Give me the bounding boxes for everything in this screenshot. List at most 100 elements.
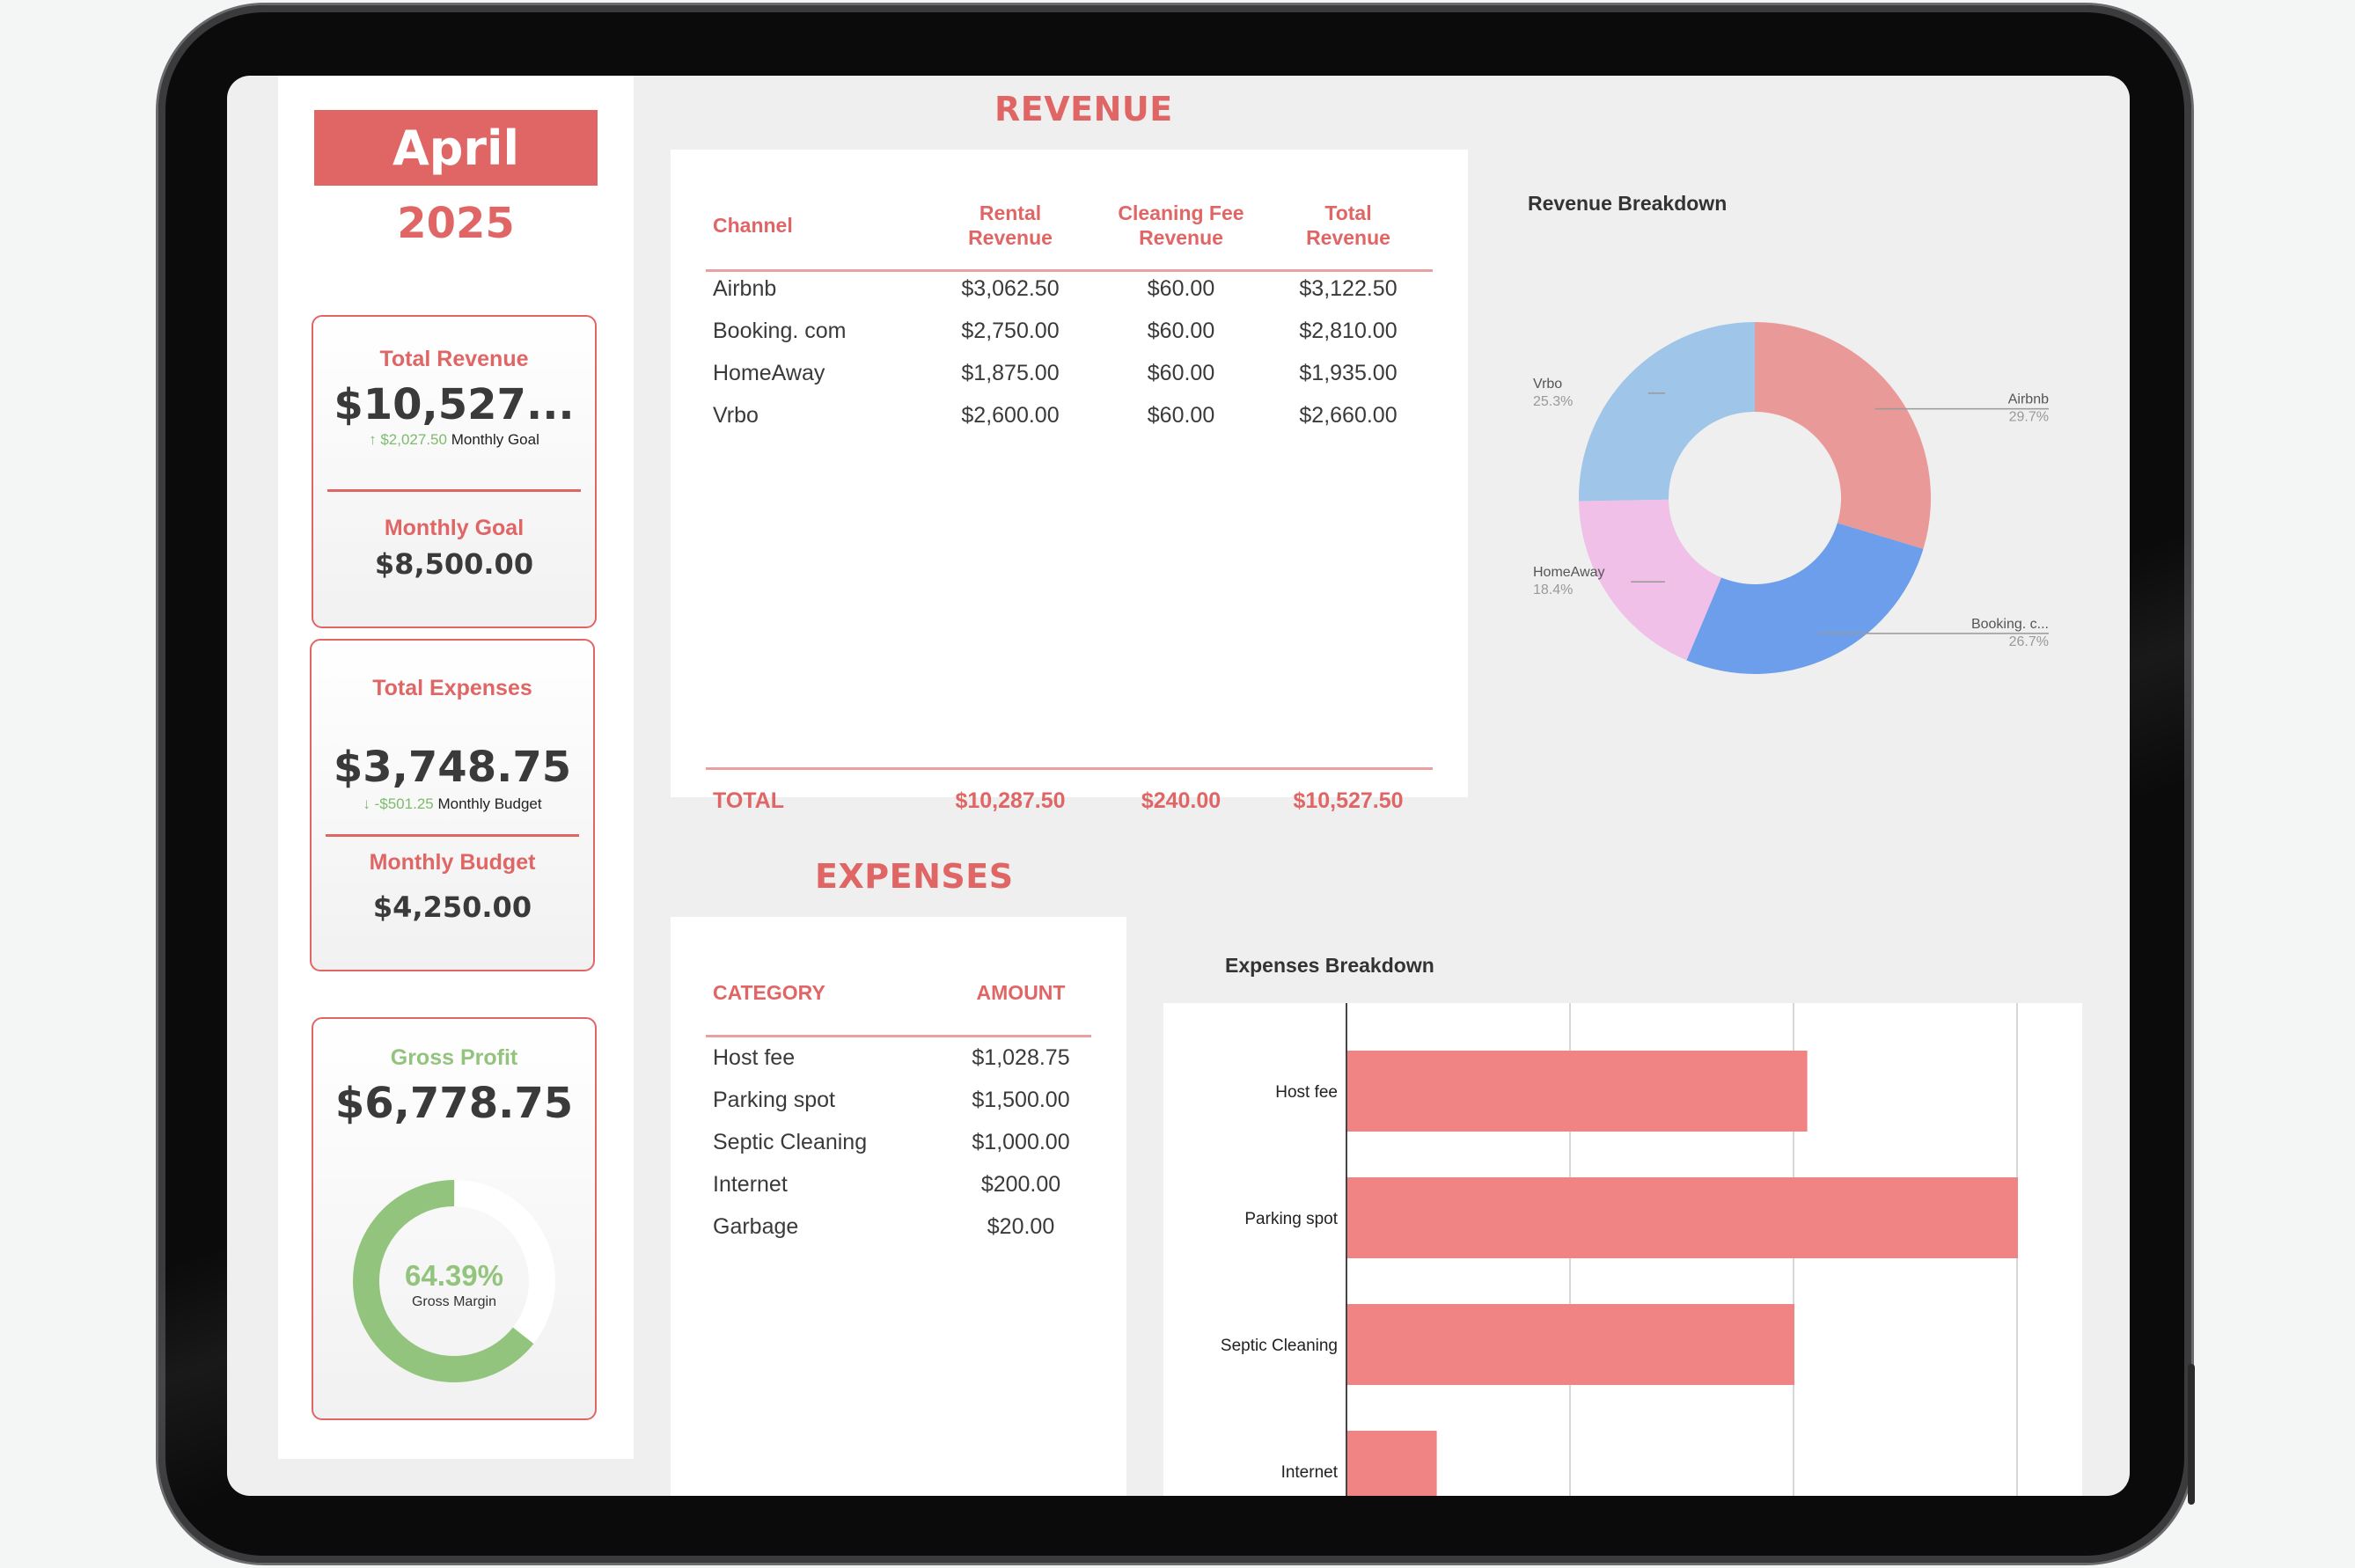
donut-percent: 26.7% xyxy=(2009,634,2049,649)
col-channel-header: Channel xyxy=(713,214,793,237)
row-total: $1,935.00 xyxy=(1299,361,1398,385)
expenses-card: Total Expenses $3,748.75 ↓ -$501.25 Mont… xyxy=(310,639,595,971)
monthly-budget-value: $4,250.00 xyxy=(372,890,532,924)
gross-profit-label: Gross Profit xyxy=(390,1045,518,1070)
row-amount: $200.00 xyxy=(980,1172,1061,1197)
col-total-header: Total Revenue xyxy=(1269,201,1427,250)
total-revenue-delta: ↑ $2,027.50 Monthly Goal xyxy=(313,431,595,449)
row-category: Garbage xyxy=(713,1214,799,1239)
total-expenses-delta-value: ↓ -$501.25 xyxy=(363,795,434,812)
col-total-header-line2: Revenue xyxy=(1306,226,1390,249)
row-amount: $1,500.00 xyxy=(972,1088,1070,1112)
bar-category-label: Host fee xyxy=(1275,1083,1338,1102)
revenue-chart-title: Revenue Breakdown xyxy=(1528,192,1728,215)
gross-profit-card: Gross Profit $6,778.75 64.39% Gross Marg… xyxy=(312,1017,597,1420)
col-cleaning-header-line2: Revenue xyxy=(1139,226,1223,249)
row-channel: Vrbo xyxy=(713,403,759,428)
row-cleaning: $60.00 xyxy=(1147,319,1215,343)
row-cleaning: $60.00 xyxy=(1147,403,1215,428)
expense-bar xyxy=(1347,1051,1808,1132)
total-cleaning: $240.00 xyxy=(1141,788,1222,813)
total-revenue-value: $10,527... xyxy=(334,380,575,429)
donut-percent: 29.7% xyxy=(2009,410,2049,425)
total-expenses-delta: ↓ -$501.25 Monthly Budget xyxy=(312,795,593,813)
row-channel: Booking. com xyxy=(713,319,847,343)
summary-panel: April 2025 Total Revenue $10,527... ↑ $2… xyxy=(278,76,634,1459)
total-revenue-label: Total Revenue xyxy=(379,347,529,371)
donut-slice-0 xyxy=(1755,322,1931,549)
row-cleaning: $60.00 xyxy=(1147,361,1215,385)
monthly-budget-label: Monthly Budget xyxy=(369,850,536,875)
col-rental-header-line2: Revenue xyxy=(968,226,1053,249)
total-revenue-delta-value: ↑ $2,027.50 xyxy=(369,431,447,448)
revenue-table-panel: Channel Rental Revenue Cleaning Fee Reve… xyxy=(671,150,1468,813)
total-expenses-delta-note: Monthly Budget xyxy=(437,795,542,812)
donut-label: Vrbo xyxy=(1533,377,1562,392)
row-category: Internet xyxy=(713,1172,788,1197)
row-amount: $1,000.00 xyxy=(972,1130,1070,1154)
expense-bar xyxy=(1347,1431,1437,1496)
row-amount: $20.00 xyxy=(987,1214,1055,1239)
year-label: 2025 xyxy=(397,199,515,248)
total-label: TOTAL xyxy=(713,788,785,813)
expense-bar xyxy=(1347,1177,2018,1258)
row-channel: HomeAway xyxy=(713,361,825,385)
card-divider xyxy=(326,834,579,837)
total-revenue-delta-note: Monthly Goal xyxy=(451,431,539,448)
col-total-header-line1: Total xyxy=(1324,201,1372,224)
tablet-side-button xyxy=(2188,1364,2195,1505)
col-rental-header-line1: Rental xyxy=(979,201,1042,224)
col-category-header: CATEGORY xyxy=(713,981,825,1004)
row-rental: $2,750.00 xyxy=(961,319,1060,343)
donut-slice-3 xyxy=(1579,322,1755,502)
month-banner: April xyxy=(314,110,598,186)
gross-margin-percent: 64.39% xyxy=(405,1259,503,1292)
bar-category-label: Septic Cleaning xyxy=(1221,1337,1338,1355)
total-rule xyxy=(706,767,1433,770)
row-rental: $1,875.00 xyxy=(961,361,1060,385)
revenue-card: Total Revenue $10,527... ↑ $2,027.50 Mon… xyxy=(312,315,597,628)
row-category: Host fee xyxy=(713,1045,796,1070)
row-total: $2,810.00 xyxy=(1299,319,1398,343)
total-expenses-value: $3,748.75 xyxy=(333,743,572,792)
monthly-goal-label: Monthly Goal xyxy=(384,516,525,540)
donut-slice-1 xyxy=(1686,523,1924,674)
donut-slice-2 xyxy=(1579,499,1721,661)
row-channel: Airbnb xyxy=(713,276,777,301)
col-cleaning-header: Cleaning Fee Revenue xyxy=(1093,201,1269,250)
gross-profit-value: $6,778.75 xyxy=(334,1079,574,1128)
bar-category-label: Parking spot xyxy=(1244,1210,1338,1228)
expenses-breakdown-chart: Host fee Parking spot Septic Cleaning Inter… xyxy=(1163,1003,2082,1496)
total-expenses-label: Total Expenses xyxy=(372,676,532,700)
row-cleaning: $60.00 xyxy=(1147,276,1215,301)
gross-margin-ring: 64.39% Gross Margin xyxy=(353,1180,555,1382)
revenue-breakdown-chart: Airbnb 29.7% Booking. c... 26.7% HomeAway 18.… xyxy=(1533,322,2049,674)
bar-category-label: Internet xyxy=(1281,1463,1339,1482)
col-amount-header: AMOUNT xyxy=(976,981,1066,1004)
total-revenue-sum: $10,527.50 xyxy=(1293,788,1404,813)
expenses-title: EXPENSES xyxy=(815,857,1014,896)
total-rental: $10,287.50 xyxy=(955,788,1066,813)
revenue-title: REVENUE xyxy=(994,90,1173,128)
expenses-chart-title: Expenses Breakdown xyxy=(1225,954,1434,977)
expenses-table-panel: CATEGORY AMOUNT Host fee $1,028.75 Parki… xyxy=(671,917,1126,1496)
row-amount: $1,028.75 xyxy=(972,1045,1070,1070)
donut-percent: 25.3% xyxy=(1533,394,1573,409)
donut-label: Booking. c... xyxy=(1971,617,2049,632)
row-rental: $3,062.50 xyxy=(961,276,1060,301)
col-rental-header: Rental Revenue xyxy=(931,201,1089,250)
header-rule xyxy=(706,1035,1091,1037)
dashboard-screen: April 2025 Total Revenue $10,527... ↑ $2… xyxy=(227,76,2130,1496)
expense-bar xyxy=(1347,1304,1794,1385)
col-cleaning-header-line1: Cleaning Fee xyxy=(1118,201,1244,224)
monthly-goal-value: $8,500.00 xyxy=(374,547,534,581)
row-total: $2,660.00 xyxy=(1299,403,1398,428)
row-total: $3,122.50 xyxy=(1299,276,1398,301)
header-rule xyxy=(706,269,1433,272)
donut-label: Airbnb xyxy=(2008,392,2049,407)
donut-percent: 18.4% xyxy=(1533,583,1573,597)
row-rental: $2,600.00 xyxy=(961,403,1060,428)
row-category: Septic Cleaning xyxy=(713,1130,868,1154)
gross-margin-label: Gross Margin xyxy=(412,1294,496,1309)
card-divider xyxy=(327,489,581,492)
